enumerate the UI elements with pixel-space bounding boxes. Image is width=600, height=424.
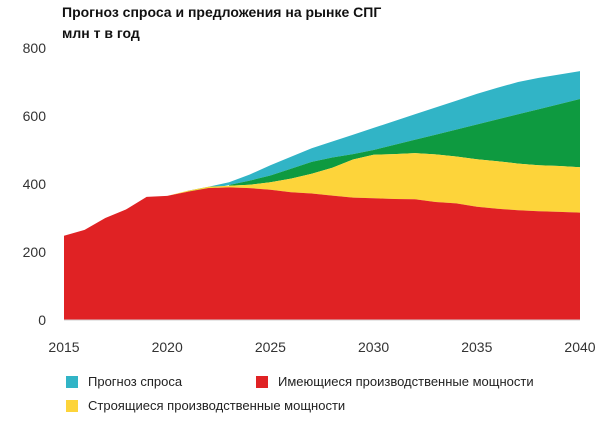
y-axis-unit-label: млн т в год <box>62 25 140 41</box>
y-tick-label: 400 <box>23 176 47 192</box>
chart-areas <box>64 71 581 320</box>
existing-capacity-area <box>64 187 580 320</box>
legend-swatch-existing <box>256 375 268 388</box>
chart-axes: 0 200 400 600 800 2015 2020 2025 2030 2035 2040 <box>23 40 596 355</box>
legend-label-construction: Строящиеся производственные мощности <box>88 398 346 413</box>
legend-item-demand: Прогноз спроса <box>66 374 182 389</box>
y-tick-label: 800 <box>23 40 47 56</box>
x-tick-label: 2040 <box>564 339 595 355</box>
demand-supply-overlap-area <box>229 99 580 186</box>
legend-item-construction: Строящиеся производственные мощности <box>66 398 345 413</box>
demand-forecast-area <box>187 71 581 194</box>
x-tick-label: 2020 <box>152 339 183 355</box>
x-tick-label: 2035 <box>461 339 492 355</box>
x-tick-label: 2025 <box>255 339 286 355</box>
legend-item-existing: Имеющиеся производственные мощности <box>256 374 534 389</box>
y-tick-label: 0 <box>38 312 46 328</box>
construction-capacity-area <box>64 153 580 236</box>
y-tick-label: 200 <box>23 244 47 260</box>
x-tick-label: 2015 <box>48 339 79 355</box>
y-tick-label: 600 <box>23 108 47 124</box>
legend-label-existing: Имеющиеся производственные мощности <box>278 374 534 389</box>
legend-label-demand: Прогноз спроса <box>88 374 183 389</box>
chart-title: Прогноз спроса и предложения на рынке СП… <box>62 2 381 44</box>
x-tick-label: 2030 <box>358 339 389 355</box>
chart-title-text: Прогноз спроса и предложения на рынке СП… <box>62 4 382 20</box>
legend-swatch-demand <box>66 375 78 388</box>
legend-swatch-construction <box>66 399 78 412</box>
